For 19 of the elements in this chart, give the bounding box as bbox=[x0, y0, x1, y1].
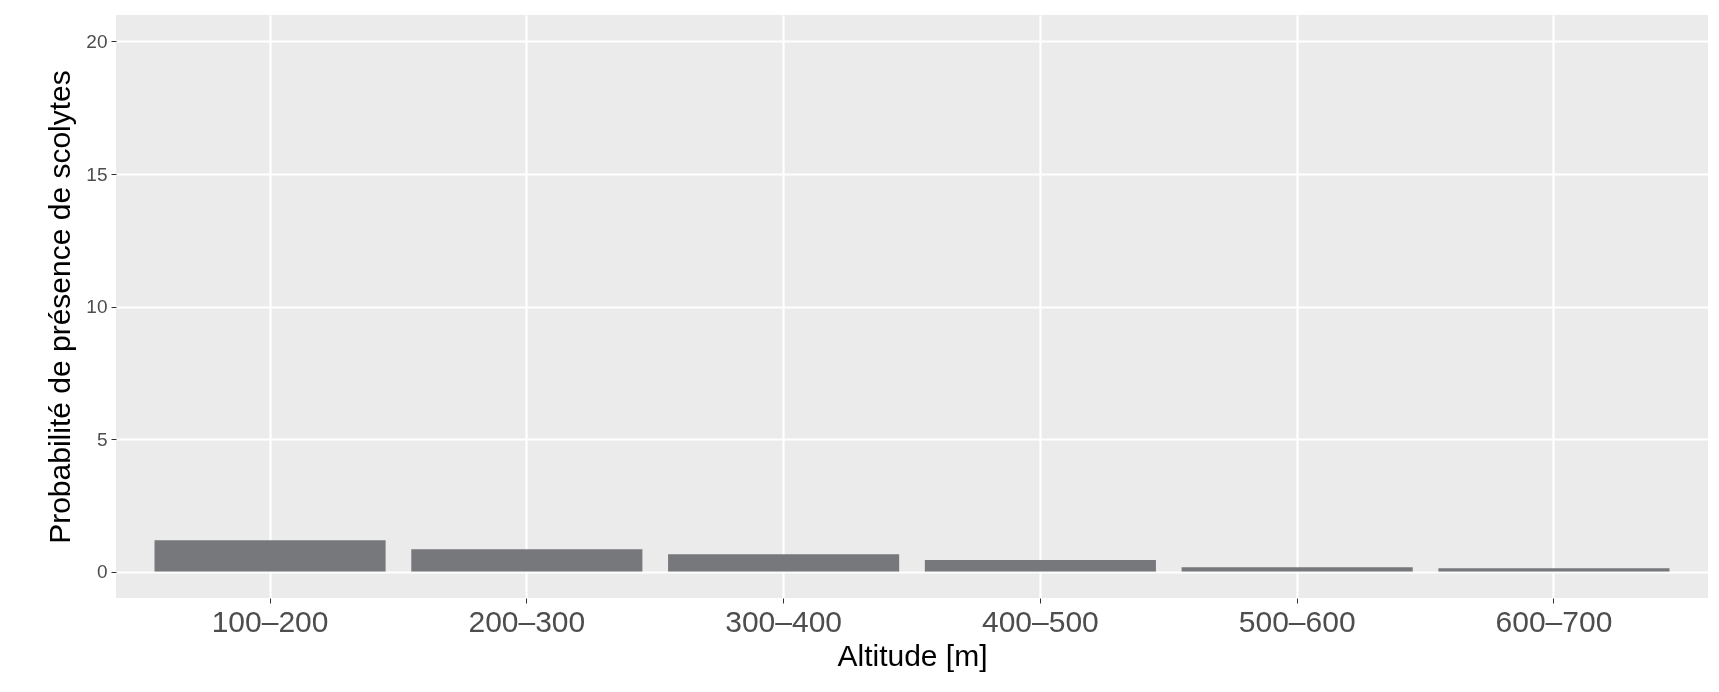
bar bbox=[1438, 568, 1670, 572]
y-tick-label: 5 bbox=[96, 428, 108, 450]
x-tick-label: 100–200 bbox=[211, 604, 329, 638]
x-tick-label: 500–600 bbox=[1238, 604, 1356, 638]
bar bbox=[924, 560, 1156, 572]
y-tick-label: 20 bbox=[86, 31, 108, 52]
y-tick-label: 15 bbox=[86, 163, 108, 185]
x-tick-label: 200–300 bbox=[468, 604, 586, 638]
x-axis-title: Altitude [m] bbox=[837, 638, 988, 672]
y-tick-label: 10 bbox=[86, 296, 108, 317]
bar bbox=[411, 549, 643, 572]
y-tick-label: 0 bbox=[96, 561, 108, 582]
x-tick-label: 600–700 bbox=[1495, 604, 1613, 638]
bar bbox=[1181, 567, 1413, 572]
x-tick-label: 300–400 bbox=[725, 604, 843, 638]
bar bbox=[668, 554, 900, 572]
bar bbox=[154, 540, 386, 572]
x-tick-label: 400–500 bbox=[981, 604, 1099, 638]
y-axis-title: Probabilité de présence de scolytes bbox=[43, 70, 77, 544]
